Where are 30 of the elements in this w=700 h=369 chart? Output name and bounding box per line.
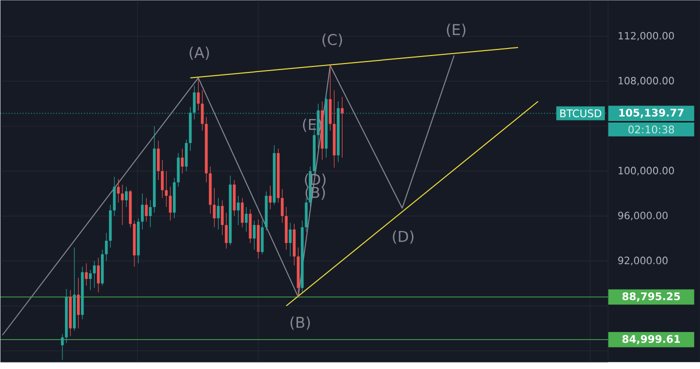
y-tick-label: 92,000.00 (618, 256, 668, 266)
y-tick-label: 96,000.00 (618, 212, 668, 220)
y-tick-label: 108,000.00 (618, 76, 674, 86)
candlestick (224, 212, 228, 249)
y-tick-label: 100,000.00 (618, 166, 674, 176)
annotation: BTCUSD (560, 109, 602, 118)
candlestick (60, 334, 64, 360)
annotation: (D) (392, 230, 414, 244)
y-tick-label: 112,000.00 (618, 32, 674, 41)
candlestick (340, 96, 344, 158)
annotation: (A) (190, 46, 209, 60)
candlestick (120, 184, 124, 226)
candlestick (92, 260, 96, 288)
candlestick (96, 257, 100, 293)
annotation: (B) (290, 316, 310, 330)
ref-line-label: 84,999.61 (622, 335, 680, 344)
candlestick (240, 198, 244, 228)
candlestick (76, 278, 80, 329)
candlestick (280, 188, 284, 224)
candlestick (236, 196, 240, 226)
text: 02:10:38 (628, 126, 674, 134)
candlestick (88, 270, 92, 291)
candlestick (200, 90, 204, 131)
candlestick (216, 198, 220, 230)
annotation: (C) (322, 34, 342, 47)
candlestick (84, 262, 88, 286)
annotation: (E) (446, 24, 466, 37)
candlestick (164, 170, 168, 208)
ref-line-label: 88,795.25 (622, 292, 680, 302)
ref-line-label: 105,139.77 (619, 108, 684, 118)
